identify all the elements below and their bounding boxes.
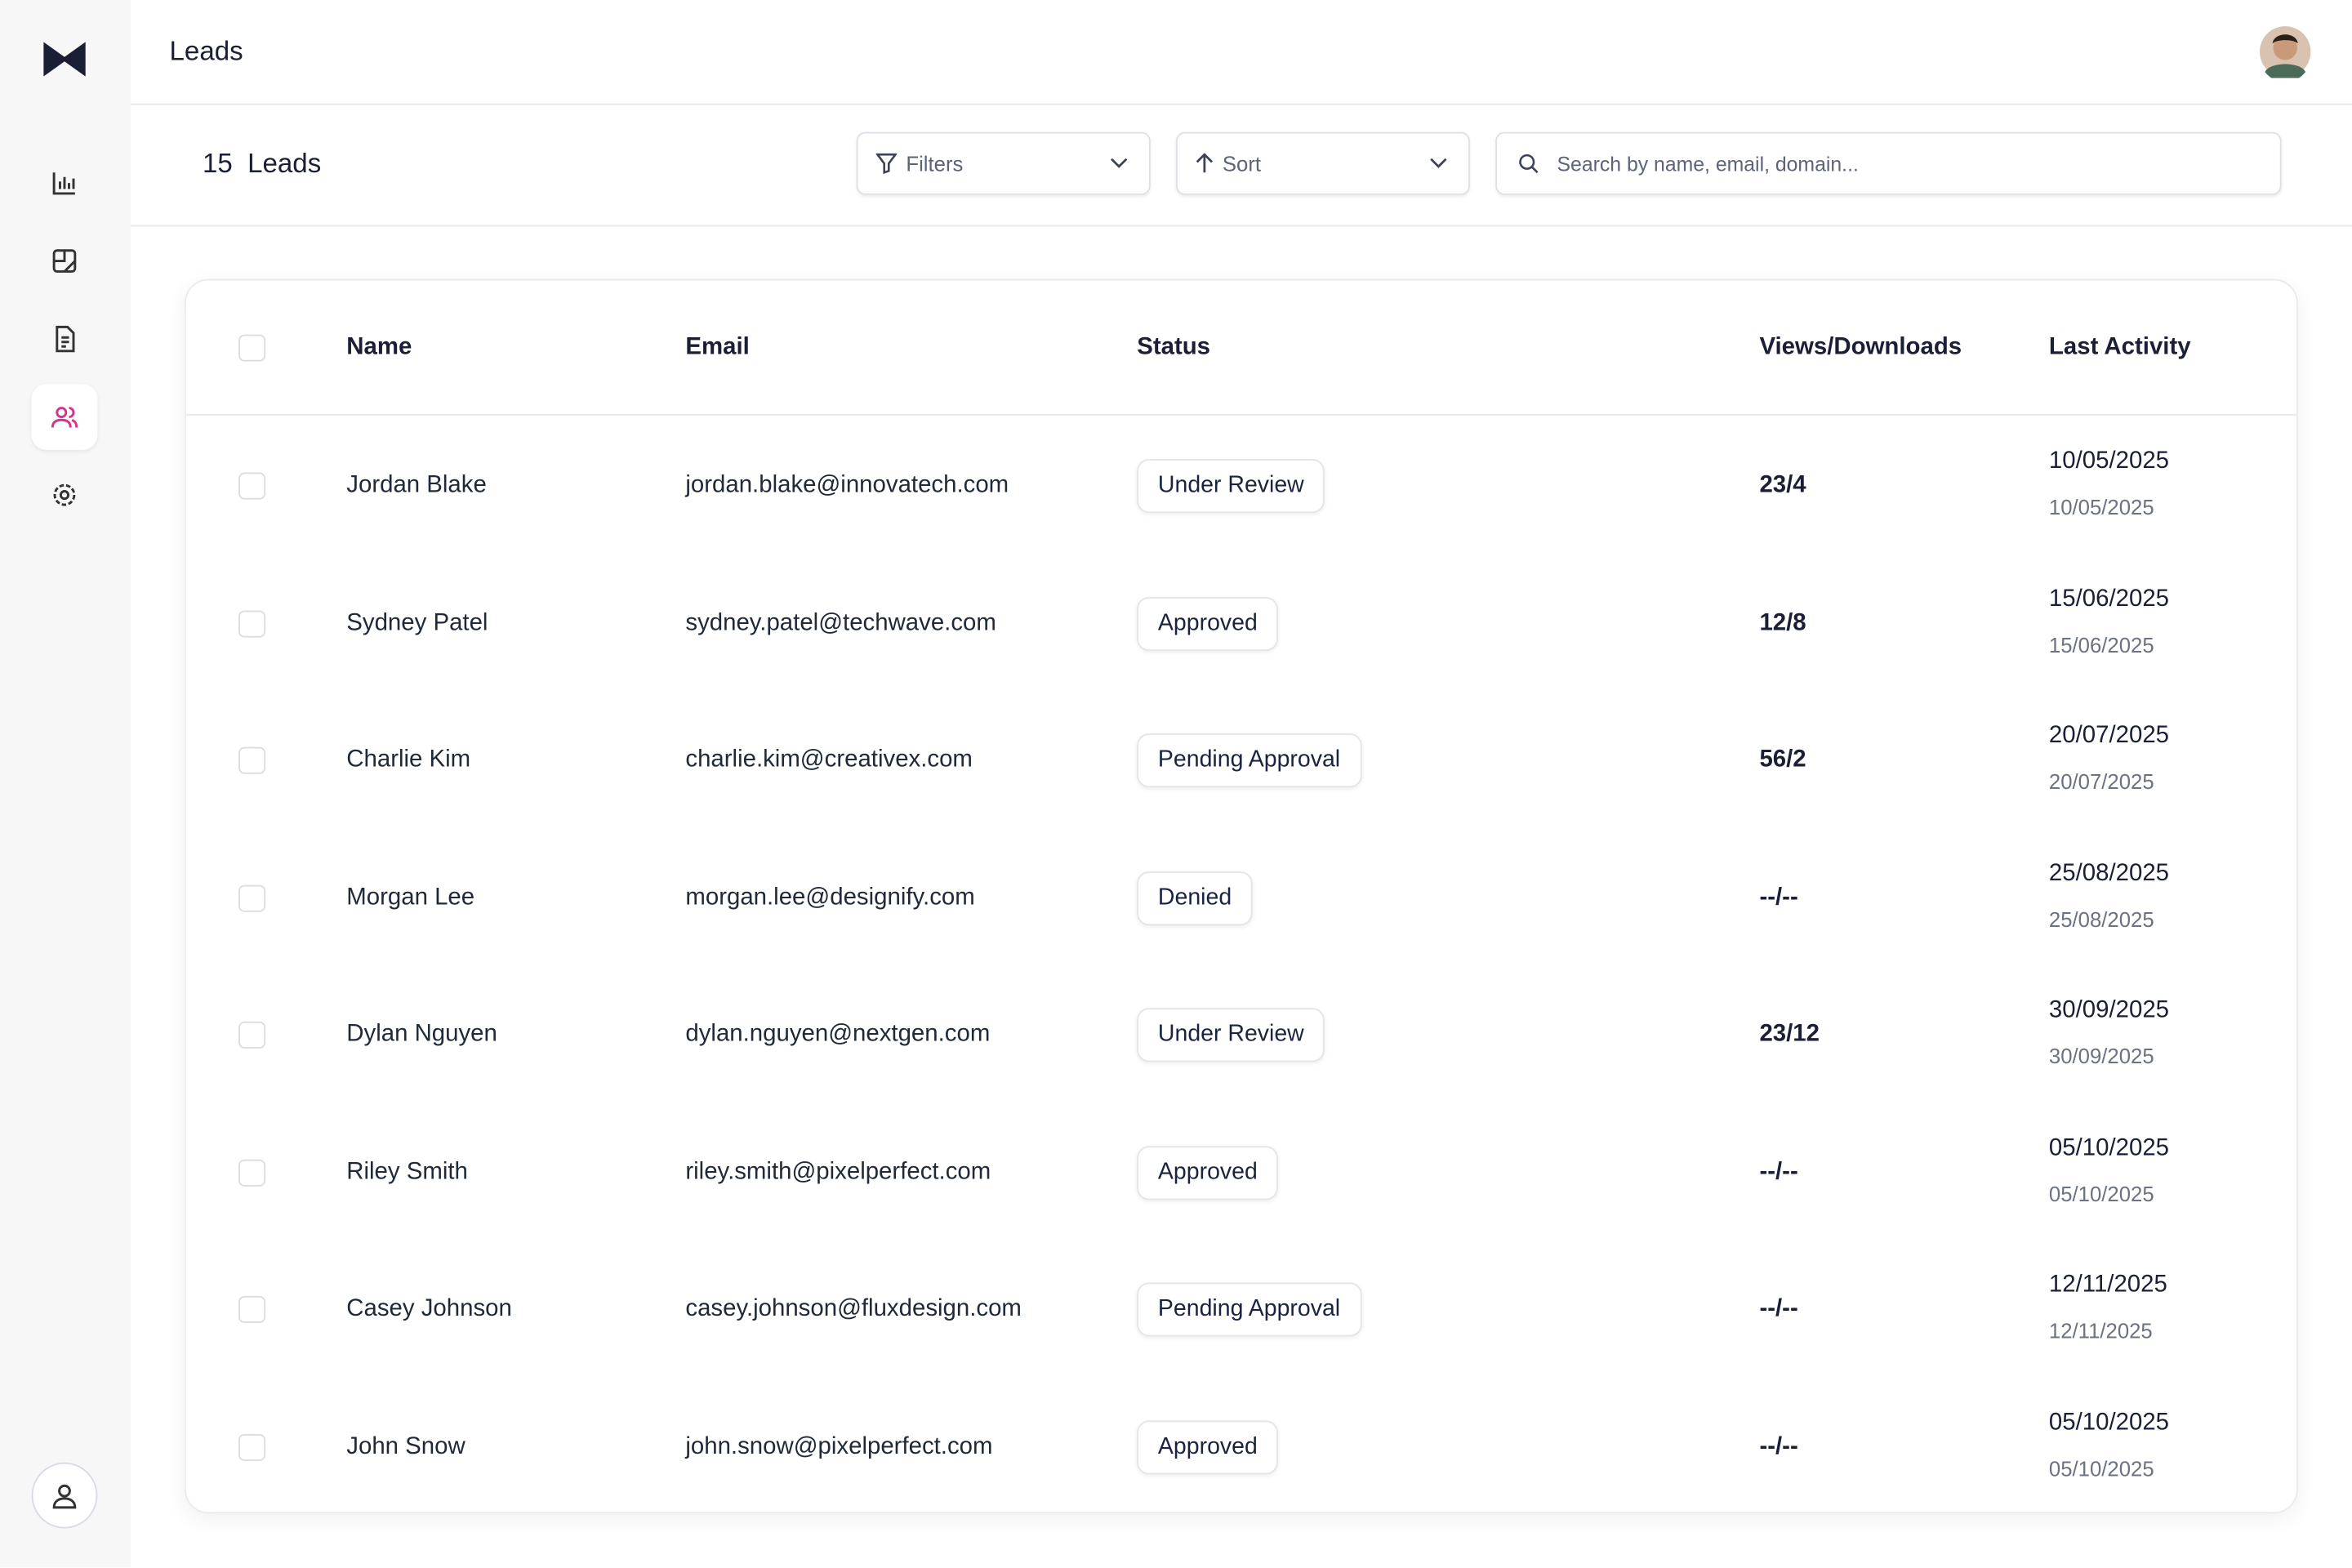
column-header: Views/Downloads bbox=[1759, 334, 1962, 360]
lead-email: riley.smith@pixelperfect.com bbox=[685, 1158, 991, 1185]
status-badge: Approved bbox=[1137, 596, 1279, 651]
header-divider bbox=[185, 413, 2296, 416]
status-badge: Denied bbox=[1137, 871, 1253, 925]
column-header: Name bbox=[346, 334, 412, 360]
views-downloads: 56/2 bbox=[1759, 746, 1806, 773]
views-downloads: 23/4 bbox=[1759, 472, 1806, 498]
last-activity-sub: 30/09/2025 bbox=[2048, 1044, 2154, 1068]
views-downloads: --/-- bbox=[1759, 1158, 1798, 1185]
profile-icon[interactable] bbox=[31, 1462, 98, 1529]
views-downloads: --/-- bbox=[1759, 1295, 1798, 1322]
settings-icon[interactable] bbox=[32, 462, 98, 528]
column-header: Status bbox=[1137, 334, 1211, 360]
search-icon bbox=[1519, 154, 1539, 174]
last-activity-sub: 15/06/2025 bbox=[2048, 632, 2154, 657]
row-checkbox[interactable] bbox=[238, 609, 266, 637]
last-activity-sub: 05/10/2025 bbox=[2048, 1181, 2154, 1205]
lead-email: dylan.nguyen@nextgen.com bbox=[685, 1021, 991, 1048]
design-icon[interactable] bbox=[32, 228, 98, 294]
lead-email: morgan.lee@designify.com bbox=[685, 884, 975, 910]
row-checkbox[interactable] bbox=[238, 884, 266, 911]
leads-icon[interactable] bbox=[31, 384, 98, 451]
last-activity-sub: 05/10/2025 bbox=[2048, 1455, 2154, 1480]
lead-name: Jordan Blake bbox=[346, 472, 487, 498]
row-checkbox[interactable] bbox=[238, 1432, 266, 1461]
lead-name: Riley Smith bbox=[346, 1158, 468, 1185]
sort-label: Sort bbox=[1222, 151, 1262, 176]
lead-email: john.snow@pixelperfect.com bbox=[685, 1432, 993, 1459]
select-all-checkbox[interactable] bbox=[238, 334, 266, 362]
views-downloads: 12/8 bbox=[1759, 609, 1806, 635]
chevron bbox=[1111, 158, 1128, 168]
filter-icon bbox=[875, 153, 898, 175]
count-label: Leads bbox=[247, 148, 322, 179]
top-bar: Leads bbox=[130, 0, 2352, 105]
logo bbox=[43, 42, 86, 77]
lead-email: jordan.blake@innovatech.com bbox=[685, 472, 1009, 498]
lead-email: sydney.patel@techwave.com bbox=[685, 609, 996, 635]
leads-table: Name Email Status Views/Downloads Last Activ… bbox=[184, 278, 2298, 1514]
last-activity: 12/11/2025 bbox=[2048, 1272, 2167, 1298]
views-downloads: --/-- bbox=[1759, 884, 1798, 910]
views-downloads: 23/12 bbox=[1759, 1021, 1820, 1048]
row-checkbox[interactable] bbox=[238, 1158, 266, 1186]
last-activity: 10/05/2025 bbox=[2048, 448, 2170, 474]
last-activity-sub: 25/08/2025 bbox=[2048, 906, 2154, 931]
filters-button[interactable]: Filters bbox=[856, 131, 1151, 195]
last-activity: 20/07/2025 bbox=[2048, 723, 2170, 749]
last-activity: 15/06/2025 bbox=[2048, 586, 2170, 612]
toolbar: 15 Leads Filters Sort Search by name, em… bbox=[130, 105, 2352, 227]
status-badge: Approved bbox=[1137, 1145, 1279, 1200]
page-title: Leads bbox=[169, 36, 243, 66]
row-checkbox[interactable] bbox=[238, 1021, 266, 1049]
status-badge: Approved bbox=[1137, 1419, 1279, 1474]
last-activity-sub: 10/05/2025 bbox=[2048, 495, 2154, 519]
lead-name: Casey Johnson bbox=[346, 1295, 512, 1322]
column-header: Last Activity bbox=[2048, 334, 2191, 360]
count: 15 bbox=[202, 148, 233, 179]
lead-name: Sydney Patel bbox=[346, 609, 488, 635]
sort-button[interactable]: Sort bbox=[1175, 131, 1470, 195]
sort-icon bbox=[1196, 153, 1214, 173]
views-downloads: --/-- bbox=[1759, 1432, 1798, 1459]
last-activity: 05/10/2025 bbox=[2048, 1134, 2170, 1160]
lead-email: charlie.kim@creativex.com bbox=[685, 746, 973, 773]
status-badge: Pending Approval bbox=[1137, 733, 1361, 788]
status-badge: Under Review bbox=[1137, 459, 1325, 514]
lead-count: 15 Leads bbox=[203, 149, 321, 180]
row-checkbox[interactable] bbox=[238, 746, 266, 774]
lead-name: Dylan Nguyen bbox=[346, 1021, 497, 1048]
column-header: Email bbox=[685, 334, 750, 360]
status-badge: Pending Approval bbox=[1137, 1282, 1361, 1337]
search-input[interactable]: Search by name, email, domain... bbox=[1495, 131, 2282, 195]
document-icon[interactable] bbox=[32, 306, 98, 372]
last-activity: 25/08/2025 bbox=[2048, 860, 2170, 886]
last-activity-sub: 12/11/2025 bbox=[2048, 1318, 2153, 1343]
last-activity: 30/09/2025 bbox=[2048, 997, 2170, 1023]
status-badge: Under Review bbox=[1137, 1008, 1325, 1062]
lead-name: Charlie Kim bbox=[346, 746, 471, 773]
lead-name: John Snow bbox=[346, 1432, 466, 1459]
lead-email: casey.johnson@fluxdesign.com bbox=[685, 1295, 1022, 1322]
chevron bbox=[1430, 158, 1447, 168]
row-checkbox[interactable] bbox=[238, 1295, 266, 1323]
lead-name: Morgan Lee bbox=[346, 884, 475, 910]
last-activity-sub: 20/07/2025 bbox=[2048, 769, 2154, 794]
search-placeholder: Search by name, email, domain... bbox=[1557, 152, 1859, 175]
sidebar bbox=[0, 0, 131, 1568]
last-activity: 05/10/2025 bbox=[2048, 1409, 2170, 1435]
row-checkbox[interactable] bbox=[238, 472, 266, 500]
avatar[interactable] bbox=[2259, 25, 2311, 78]
filters-label: Filters bbox=[906, 151, 964, 176]
analytics-icon[interactable] bbox=[32, 150, 98, 216]
